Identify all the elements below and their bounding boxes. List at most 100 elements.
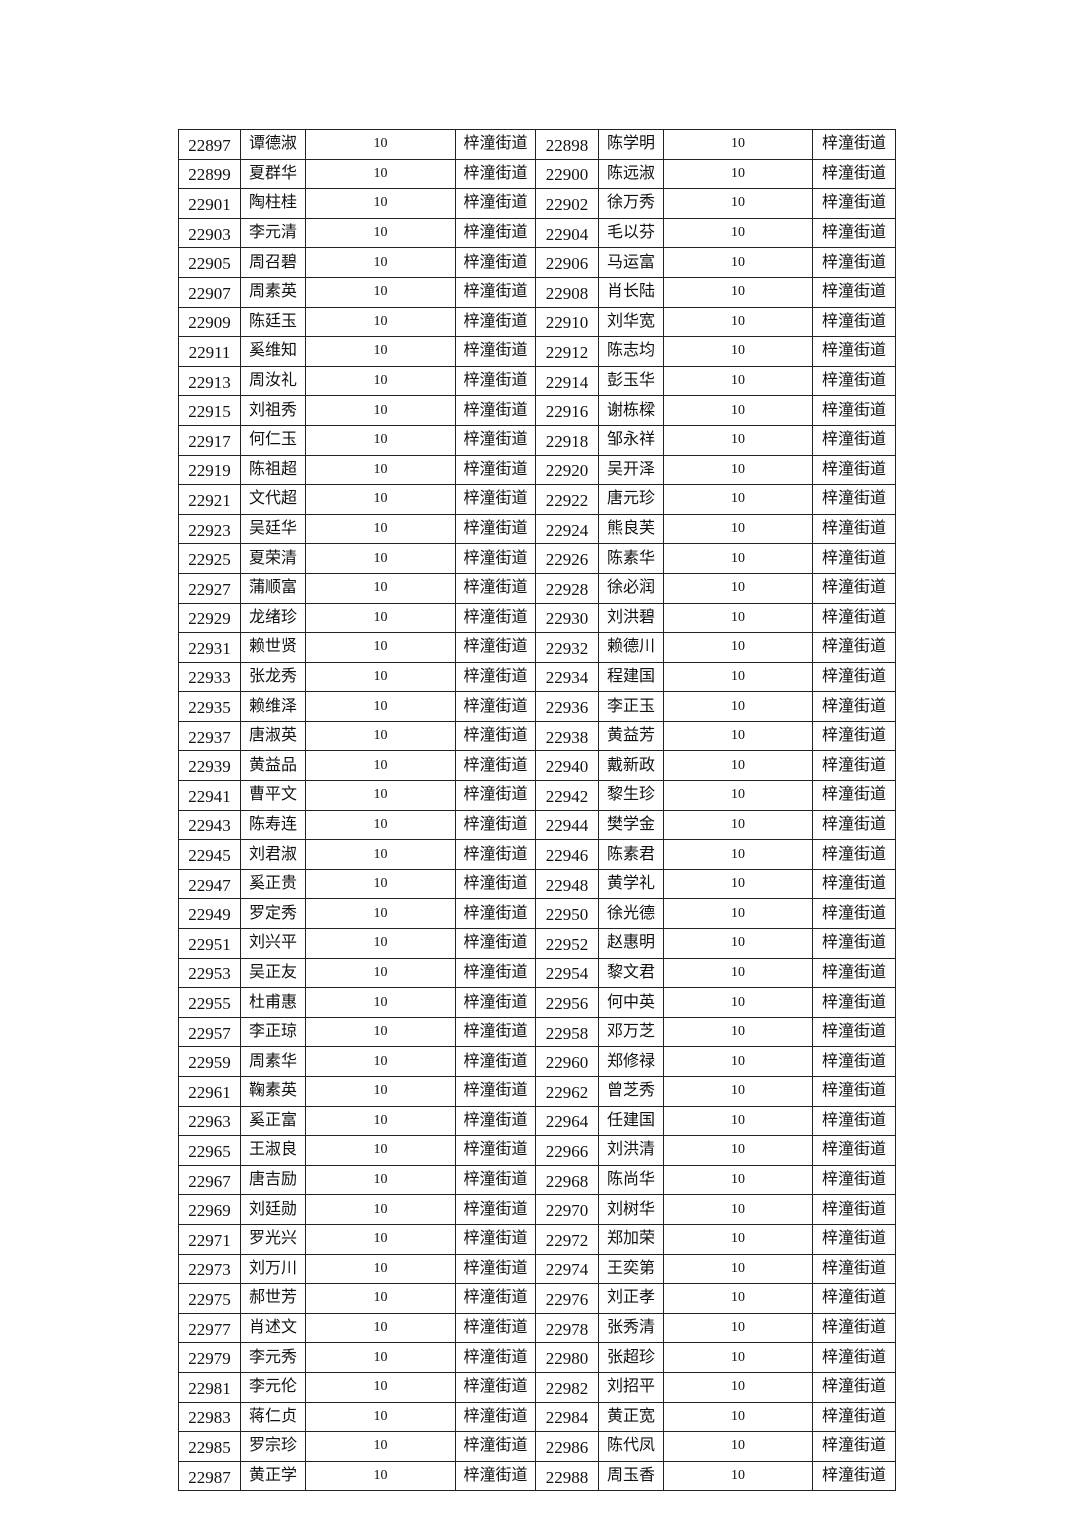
record-id-cell: 22985 — [178, 1431, 241, 1462]
amount-cell: 10 — [663, 1342, 813, 1373]
record-id-cell: 22900 — [535, 158, 599, 190]
record-id-cell: 22902 — [535, 188, 599, 219]
table-row: 22949 罗定秀 10 梓潼街道 22950 徐光德 10 梓潼街道 — [178, 898, 896, 930]
person-name-cell: 周玉香 — [598, 1460, 664, 1492]
table-row: 22963 奚正富 10 梓潼街道 22964 任建国 10 梓潼街道 — [178, 1105, 896, 1137]
record-id-cell: 22908 — [535, 276, 599, 308]
person-name-cell: 蒋仁贞 — [240, 1401, 306, 1433]
amount-cell: 10 — [663, 1046, 813, 1077]
person-name-cell: 刘招平 — [598, 1371, 664, 1403]
street-cell: 梓潼街道 — [812, 957, 896, 989]
record-id-cell: 22901 — [178, 188, 241, 219]
street-cell: 梓潼街道 — [455, 1046, 536, 1077]
street-cell: 梓潼街道 — [455, 1253, 536, 1285]
record-id-cell: 22919 — [178, 454, 241, 486]
person-name-cell: 吴廷华 — [240, 513, 306, 545]
record-id-cell: 22977 — [178, 1312, 241, 1344]
person-name-cell: 陈廷玉 — [240, 306, 306, 338]
street-cell: 梓潼街道 — [455, 454, 536, 486]
record-id-cell: 22907 — [178, 276, 241, 308]
person-name-cell: 刘君淑 — [240, 839, 306, 870]
record-id-cell: 22926 — [535, 543, 599, 574]
street-cell: 梓潼街道 — [812, 513, 896, 545]
record-id-cell: 22986 — [535, 1431, 599, 1462]
record-id-cell: 22964 — [535, 1105, 599, 1137]
record-id-cell: 22925 — [178, 543, 241, 574]
table-row: 22901 陶柱桂 10 梓潼街道 22902 徐万秀 10 梓潼街道 — [178, 188, 896, 219]
record-id-cell: 22970 — [535, 1194, 599, 1225]
record-id-cell: 22932 — [535, 632, 599, 663]
person-name-cell: 陈学明 — [598, 129, 664, 160]
street-cell: 梓潼街道 — [455, 1431, 536, 1462]
street-cell: 梓潼街道 — [812, 839, 896, 870]
street-cell: 梓潼街道 — [455, 809, 536, 841]
street-cell: 梓潼街道 — [812, 276, 896, 308]
amount-cell: 10 — [663, 1371, 813, 1403]
street-cell: 梓潼街道 — [455, 1223, 536, 1255]
table-row: 22977 肖述文 10 梓潼街道 22978 张秀清 10 梓潼街道 — [178, 1312, 896, 1344]
street-cell: 梓潼街道 — [455, 1135, 536, 1166]
street-cell: 梓潼街道 — [455, 1164, 536, 1196]
table-row: 22905 周召碧 10 梓潼街道 22906 马运富 10 梓潼街道 — [178, 247, 896, 278]
table-row: 22967 唐吉励 10 梓潼街道 22968 陈尚华 10 梓潼街道 — [178, 1164, 896, 1196]
record-id-cell: 22897 — [178, 129, 241, 160]
street-cell: 梓潼街道 — [455, 691, 536, 722]
table-row: 22969 刘廷勋 10 梓潼街道 22970 刘树华 10 梓潼街道 — [178, 1194, 896, 1225]
record-id-cell: 22968 — [535, 1164, 599, 1196]
person-name-cell: 夏群华 — [240, 158, 306, 190]
person-name-cell: 郑修禄 — [598, 1046, 664, 1077]
amount-cell: 10 — [663, 602, 813, 634]
amount-cell: 10 — [305, 247, 456, 278]
record-id-cell: 22922 — [535, 484, 599, 515]
street-cell: 梓潼街道 — [812, 809, 896, 841]
record-id-cell: 22938 — [535, 720, 599, 752]
amount-cell: 10 — [663, 1253, 813, 1285]
street-cell: 梓潼街道 — [455, 750, 536, 782]
person-name-cell: 陈远淑 — [598, 158, 664, 190]
person-name-cell: 陈素君 — [598, 839, 664, 870]
street-cell: 梓潼街道 — [812, 720, 896, 752]
street-cell: 梓潼街道 — [455, 1105, 536, 1137]
street-cell: 梓潼街道 — [812, 1164, 896, 1196]
table-row: 22903 李元清 10 梓潼街道 22904 毛以芬 10 梓潼街道 — [178, 217, 896, 249]
table-row: 22947 奚正贵 10 梓潼街道 22948 黄学礼 10 梓潼街道 — [178, 868, 896, 900]
record-id-cell: 22936 — [535, 691, 599, 722]
record-id-cell: 22899 — [178, 158, 241, 190]
person-name-cell: 唐吉励 — [240, 1164, 306, 1196]
amount-cell: 10 — [305, 1283, 456, 1314]
person-name-cell: 罗定秀 — [240, 898, 306, 930]
amount-cell: 10 — [663, 1135, 813, 1166]
amount-cell: 10 — [305, 1016, 456, 1048]
record-id-cell: 22967 — [178, 1164, 241, 1196]
amount-cell: 10 — [663, 1460, 813, 1492]
record-id-cell: 22912 — [535, 336, 599, 367]
amount-cell: 10 — [305, 454, 456, 486]
table-row: 22979 李元秀 10 梓潼街道 22980 张超珍 10 梓潼街道 — [178, 1342, 896, 1373]
record-id-cell: 22910 — [535, 306, 599, 338]
person-name-cell: 张超珍 — [598, 1342, 664, 1373]
person-name-cell: 周汝礼 — [240, 365, 306, 397]
amount-cell: 10 — [305, 987, 456, 1018]
amount-cell: 10 — [663, 513, 813, 545]
record-id-cell: 22950 — [535, 898, 599, 930]
street-cell: 梓潼街道 — [455, 336, 536, 367]
record-id-cell: 22974 — [535, 1253, 599, 1285]
person-name-cell: 鞠素英 — [240, 1076, 306, 1107]
street-cell: 梓潼街道 — [812, 602, 896, 634]
amount-cell: 10 — [305, 1046, 456, 1077]
person-name-cell: 夏荣清 — [240, 543, 306, 574]
table-row: 22909 陈廷玉 10 梓潼街道 22910 刘华宽 10 梓潼街道 — [178, 306, 896, 338]
person-name-cell: 黄正学 — [240, 1460, 306, 1492]
record-id-cell: 22937 — [178, 720, 241, 752]
amount-cell: 10 — [305, 1253, 456, 1285]
person-name-cell: 徐必润 — [598, 572, 664, 604]
street-cell: 梓潼街道 — [812, 1016, 896, 1048]
record-id-cell: 22928 — [535, 572, 599, 604]
record-id-cell: 22960 — [535, 1046, 599, 1077]
street-cell: 梓潼街道 — [812, 1312, 896, 1344]
person-name-cell: 奚正富 — [240, 1105, 306, 1137]
record-id-cell: 22917 — [178, 424, 241, 456]
table-row: 22919 陈祖超 10 梓潼街道 22920 吴开泽 10 梓潼街道 — [178, 454, 896, 486]
amount-cell: 10 — [305, 484, 456, 515]
table-row: 22927 蒲顺富 10 梓潼街道 22928 徐必润 10 梓潼街道 — [178, 572, 896, 604]
